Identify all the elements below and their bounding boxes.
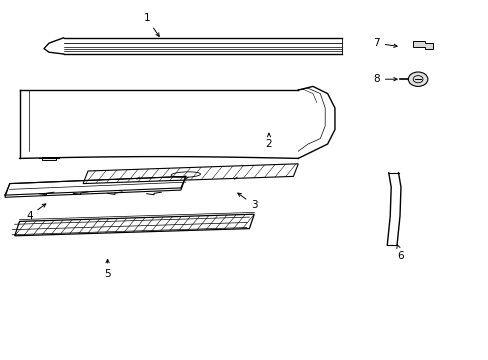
Circle shape <box>407 72 427 86</box>
Text: 6: 6 <box>396 245 404 261</box>
Polygon shape <box>412 41 432 49</box>
Text: 2: 2 <box>265 133 272 149</box>
Text: 8: 8 <box>372 74 396 84</box>
Text: 1: 1 <box>143 13 159 36</box>
Text: 3: 3 <box>237 193 257 210</box>
Text: 4: 4 <box>26 204 46 221</box>
Text: 5: 5 <box>104 260 111 279</box>
Text: 7: 7 <box>372 38 396 48</box>
